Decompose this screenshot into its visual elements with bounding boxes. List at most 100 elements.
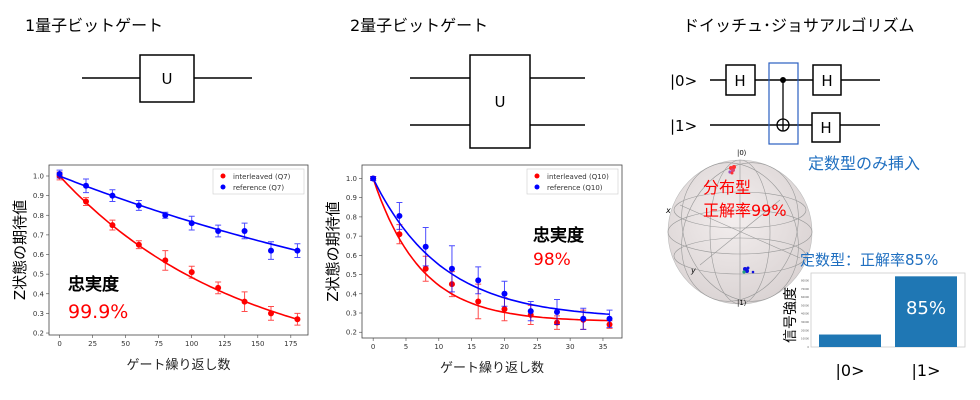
chart-two-qubit-rb: 0 5 10 15 20 25 30 35 0.2 0.3 0.4 0.5 0.6 0.7 0.8 0.9 1.… (324, 164, 623, 376)
h-gate-box (812, 64, 842, 96)
legend-marker (220, 184, 226, 190)
u-gate-box (469, 54, 531, 149)
fit-curve-reference (59, 175, 298, 252)
u-gate-label: U (162, 70, 173, 88)
chart-single-qubit-rb: 0 25 50 75 100 125 150 175 0.2 0.3 0.4 0.5 0.6 0.7 0.8… (11, 164, 309, 373)
y-tick-label: 0.3 (346, 310, 357, 318)
y-tick-label: 0.8 (33, 212, 44, 220)
x-tick-label: 25 (88, 340, 97, 348)
y-tick-label: 40000 (801, 312, 809, 316)
data-point (294, 316, 301, 323)
x-tick-label: 150 (251, 340, 264, 348)
y-tick-label: 30000 (801, 320, 809, 324)
x-tick-label: 100 (185, 340, 198, 348)
fidelity-value: 99.9% (68, 301, 128, 323)
u-gate-box (139, 54, 195, 103)
control-dot-icon (780, 77, 786, 83)
data-point (268, 247, 274, 254)
y-tick-label: 0.5 (33, 271, 44, 279)
data-point (109, 222, 116, 229)
oracle-highlight-box (768, 62, 799, 145)
legend-marker (220, 173, 226, 179)
h-gate-label: H (820, 119, 831, 137)
y-tick-label: 0.2 (346, 329, 357, 337)
two-qubit-circuit: U (410, 54, 585, 149)
y-tick-label: 60000 (801, 295, 809, 299)
fidelity-value: 98% (533, 250, 571, 270)
data-point (396, 231, 403, 238)
fit-curve-interleaved (372, 178, 610, 322)
x-tick-label: 50 (121, 340, 130, 348)
bar-1 (895, 276, 957, 347)
y-tick-label: 0.7 (33, 231, 44, 239)
single-qubit-circuit: U (82, 54, 252, 103)
deutsch-jozsa-title: ドイッチュ･ジョサアルゴリズム (683, 16, 915, 35)
legend-label: reference (Q7) (233, 184, 284, 192)
data-point (109, 192, 116, 199)
y-axis-label: Z状態の期待値 (11, 200, 29, 300)
x-axis-label: ゲート繰り返し数 (440, 361, 544, 376)
bar-0 (819, 334, 881, 347)
measured-points-red (728, 165, 736, 175)
bar-data-label: 85% (906, 298, 946, 319)
fit-curve-reference (372, 178, 610, 315)
data-point (215, 227, 222, 234)
x-tick-label: 0 (57, 340, 61, 348)
y-tick-label: 0.6 (33, 251, 45, 259)
x-tick-label: 0 (371, 343, 375, 351)
data-point (370, 175, 377, 182)
data-point (396, 212, 403, 219)
data-point (135, 241, 142, 248)
y-axis-label: 信号強度 (783, 287, 799, 343)
y-tick-label: 0.3 (33, 310, 44, 318)
legend-marker (534, 184, 540, 190)
data-point (422, 265, 429, 272)
x-tick-label: 15 (467, 343, 476, 351)
legend (526, 168, 619, 195)
fit-curve-interleaved (59, 175, 298, 321)
y-tick-label: 1.0 (346, 175, 357, 183)
y-axis-label: Z状態の期待値 (324, 201, 342, 301)
y-tick-label: 1.0 (33, 172, 44, 180)
x-axis-label: ゲート繰り返し数 (126, 358, 230, 373)
data-point (83, 182, 89, 189)
data-point (188, 269, 195, 276)
legend-label: interleaved (Q7) (233, 173, 291, 181)
y-tick-label: 0.8 (346, 213, 357, 221)
y-tick-label: 0.9 (346, 194, 357, 202)
h-gate-box (811, 112, 841, 143)
legend-label: reference (Q10) (547, 184, 603, 192)
y-tick-label: 0.6 (346, 252, 358, 260)
bar-chart-title: 定数型：正解率85% (800, 251, 938, 269)
legend-marker (534, 173, 540, 179)
data-point (580, 315, 587, 322)
y-tick-label: 0.2 (33, 330, 44, 338)
bloch-sphere: |0⟩ |1⟩ x y 分布型 正解率99% (665, 149, 813, 307)
xor-target-icon (776, 118, 790, 132)
two-qubit-title: 2量子ビットゲート (350, 16, 488, 35)
x-category-label: |0> (836, 361, 865, 380)
y-tick-label: 0.4 (33, 290, 45, 298)
u-gate-label: U (495, 93, 506, 111)
y-tick-label: 10000 (801, 337, 809, 341)
x-tick-label: 30 (566, 343, 575, 351)
x-category-label: |1> (912, 361, 941, 380)
bloch-label-top: |0⟩ (737, 149, 747, 157)
y-tick-label: 70000 (801, 287, 809, 291)
legend (212, 168, 305, 195)
bloch-annotation-accuracy: 正解率99% (703, 201, 787, 220)
data-point (162, 212, 169, 219)
data-point (501, 290, 508, 297)
ket-1-label: |1> (670, 117, 697, 135)
data-point (475, 277, 482, 284)
x-tick-label: 175 (284, 340, 297, 348)
data-point (606, 315, 613, 322)
constant-only-note: 定数型のみ挿入 (808, 154, 920, 173)
bloch-axis-y: y (690, 266, 696, 275)
data-point (268, 310, 274, 317)
chart-signal-bar: 定数型：正解率85% 0 10000 20000 30000 40000 50000 6000… (783, 251, 966, 380)
data-point (294, 247, 301, 254)
x-tick-label: 20 (500, 343, 509, 351)
y-tick-label: 0.7 (346, 233, 357, 241)
data-point (241, 227, 248, 234)
